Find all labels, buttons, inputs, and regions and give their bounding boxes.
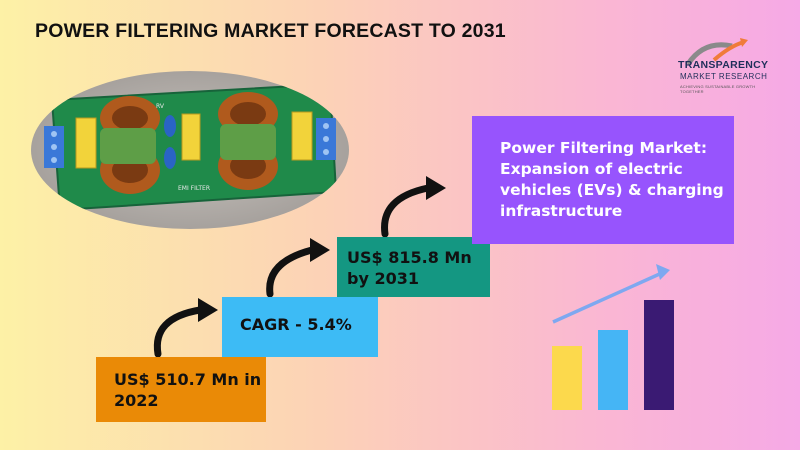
logo-brand: TRANSPARENCY (678, 59, 769, 71)
market-driver-card: Power Filtering Market: Expansion of ele… (472, 116, 734, 244)
growth-arrow-icon (552, 270, 665, 324)
page-title: POWER FILTERING MARKET FORECAST TO 2031 (35, 20, 506, 42)
emi-filter-photo: RV EMI FILTER (31, 71, 349, 229)
toroid-coil-right-icon (218, 92, 278, 190)
board-label-left: RV (156, 103, 165, 110)
growth-bar-icon (598, 330, 628, 410)
growth-bar-icon (644, 300, 674, 410)
company-logo: TRANSPARENCY MARKET RESEARCH ACHIEVING S… (674, 38, 774, 98)
curved-arrow-icon (266, 246, 316, 298)
logo-swoosh-icon (685, 38, 748, 66)
curved-arrow-icon (381, 184, 432, 238)
growth-bar-icon (552, 346, 582, 410)
step-market-2022: US$ 510.7 Mn in 2022 (96, 357, 266, 422)
curved-arrow-icon (153, 306, 204, 358)
logo-tagline: ACHIEVING SUSTAINABLE GROWTH TOGETHER (680, 84, 756, 94)
toroid-coil-left-icon (100, 96, 160, 194)
step-market-2031: US$ 815.8 Mn by 2031 (337, 237, 490, 297)
logo-brand-line2: MARKET RESEARCH (680, 72, 768, 81)
board-label-center: EMI FILTER (178, 185, 210, 192)
step-cagr: CAGR - 5.4% (222, 297, 378, 357)
